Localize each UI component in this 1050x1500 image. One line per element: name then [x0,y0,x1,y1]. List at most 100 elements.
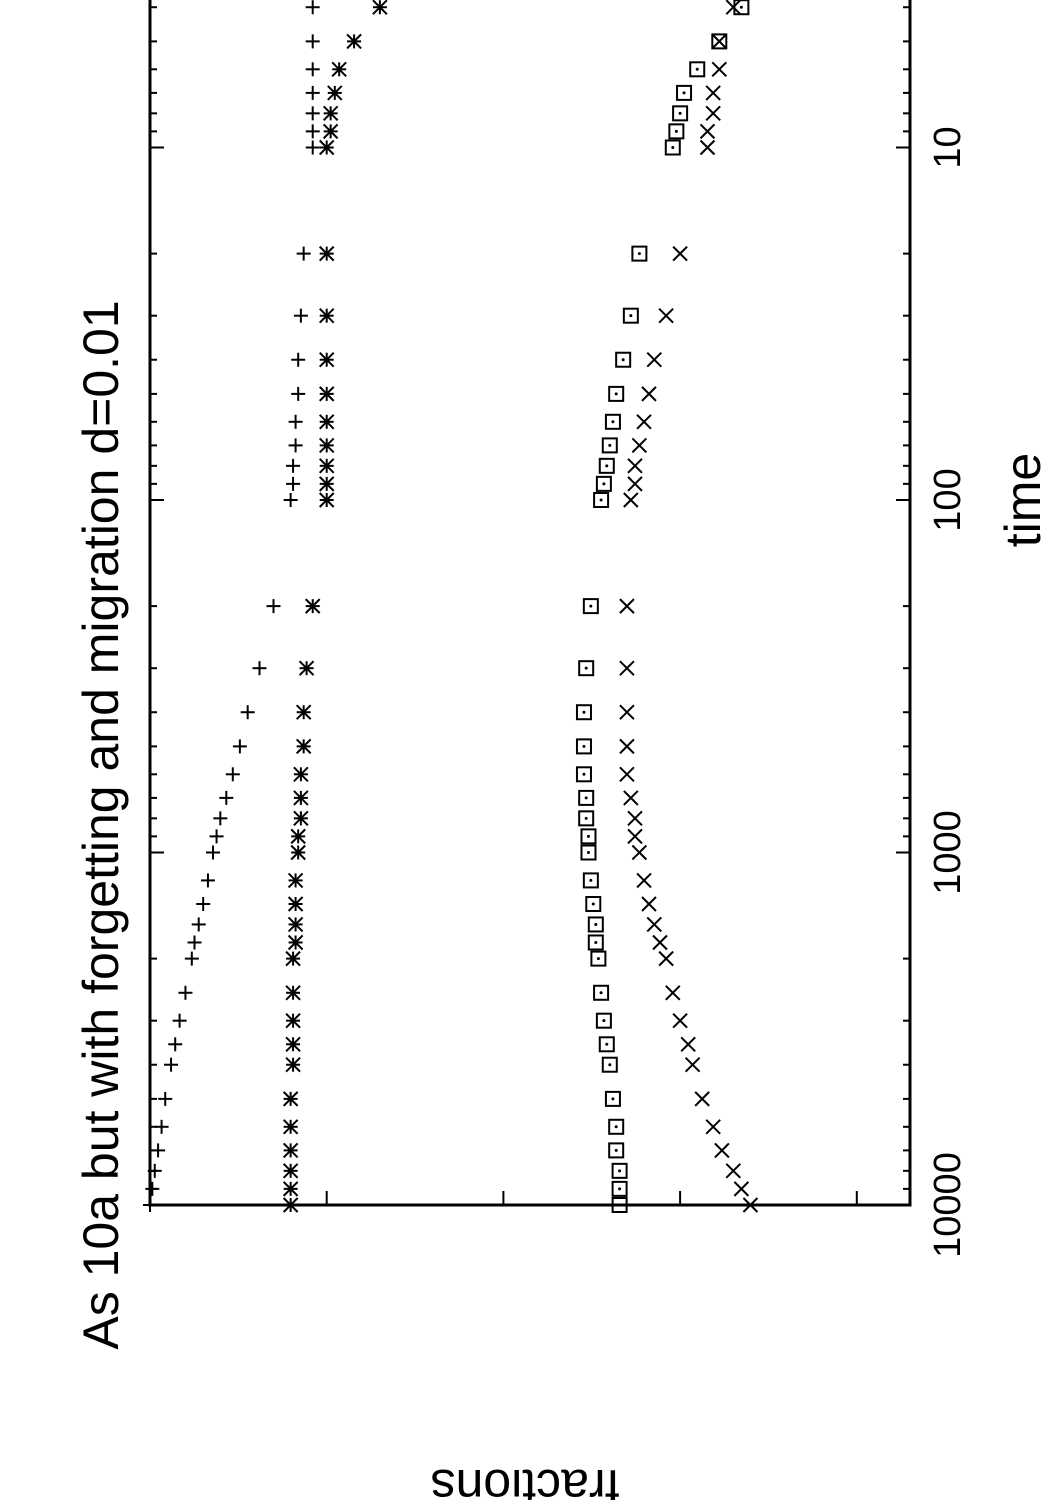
data-point [318,458,335,474]
data-point [611,1180,628,1197]
data-point [318,414,335,430]
data-point [694,1091,710,1107]
data-point [287,872,304,889]
series-plus [143,0,320,1212]
data-point [658,950,674,967]
data-point [627,476,643,492]
data-point [318,352,335,368]
data-point [601,437,618,454]
data-point [291,386,306,401]
data-point [627,828,643,845]
data-point [285,1012,301,1029]
data-point [627,810,643,827]
data-point [285,985,301,1001]
data-point [742,1197,759,1213]
data-point [295,704,312,720]
data-point [641,386,657,402]
data-point [684,1057,701,1073]
data-point [282,1181,299,1197]
data-point [331,61,347,78]
data-point [608,385,625,402]
data-point [611,1197,628,1213]
data-point [619,738,635,755]
data-point [711,61,728,78]
data-point [143,1198,157,1212]
data-point [168,1037,183,1052]
data-point [282,1163,299,1179]
data-point [595,475,612,492]
data-point [305,0,320,15]
data-point [658,307,674,324]
data-point [646,352,662,368]
data-point [714,1142,730,1159]
data-point [318,476,335,492]
data-point [145,1181,160,1196]
data-point [318,245,335,262]
data-point [665,985,681,1001]
data-point [232,739,247,754]
data-point [622,307,639,324]
data-point [286,476,301,491]
data-point [689,61,706,78]
data-point [623,492,639,508]
data-point [191,917,206,932]
data-point [288,414,303,429]
data-point [151,1143,166,1158]
data-point [585,896,602,913]
data-point [290,828,306,845]
data-point [676,84,693,101]
data-point [575,704,592,721]
data-point [318,437,335,454]
data-point [285,1057,301,1073]
data-point [290,844,306,861]
data-point [164,1057,179,1072]
data-point [604,1090,621,1107]
data-point [305,140,320,155]
data-point [184,951,199,966]
chart-title: As 10a but with forgetting and migration… [73,300,129,1349]
data-point [668,123,685,140]
data-point [322,105,339,122]
data-point [590,950,607,967]
data-point [178,985,193,1000]
data-point [318,386,335,402]
data-point [733,0,750,16]
data-point [305,106,320,121]
data-point [664,139,681,156]
data-point [623,790,639,806]
plot-frame [148,0,912,1207]
data-point [293,308,308,323]
data-point [293,810,309,827]
data-point [646,916,662,933]
data-point [282,1119,299,1135]
data-point [287,916,304,933]
data-point [631,844,648,861]
data-point [595,1012,612,1029]
data-point [705,105,721,122]
data-point [725,0,742,15]
data-point [318,492,335,508]
data-point [172,1013,187,1028]
data-point [582,598,599,615]
data-point [631,245,648,262]
data-point [582,872,599,889]
series-x [619,0,759,1213]
data-point [680,1036,696,1052]
data-point [575,738,592,755]
data-point [287,896,304,912]
y-axis-label: fractions [431,1459,620,1500]
data-point [619,704,635,720]
data-point [196,897,211,912]
data-point [346,33,362,50]
data-point [593,492,610,508]
data-point [293,790,309,806]
data-point [282,1091,299,1107]
data-point [154,1119,169,1134]
data-point [305,34,320,49]
data-point [298,660,315,676]
data-point [213,811,228,826]
data-point [652,934,668,951]
data-point [615,351,632,368]
